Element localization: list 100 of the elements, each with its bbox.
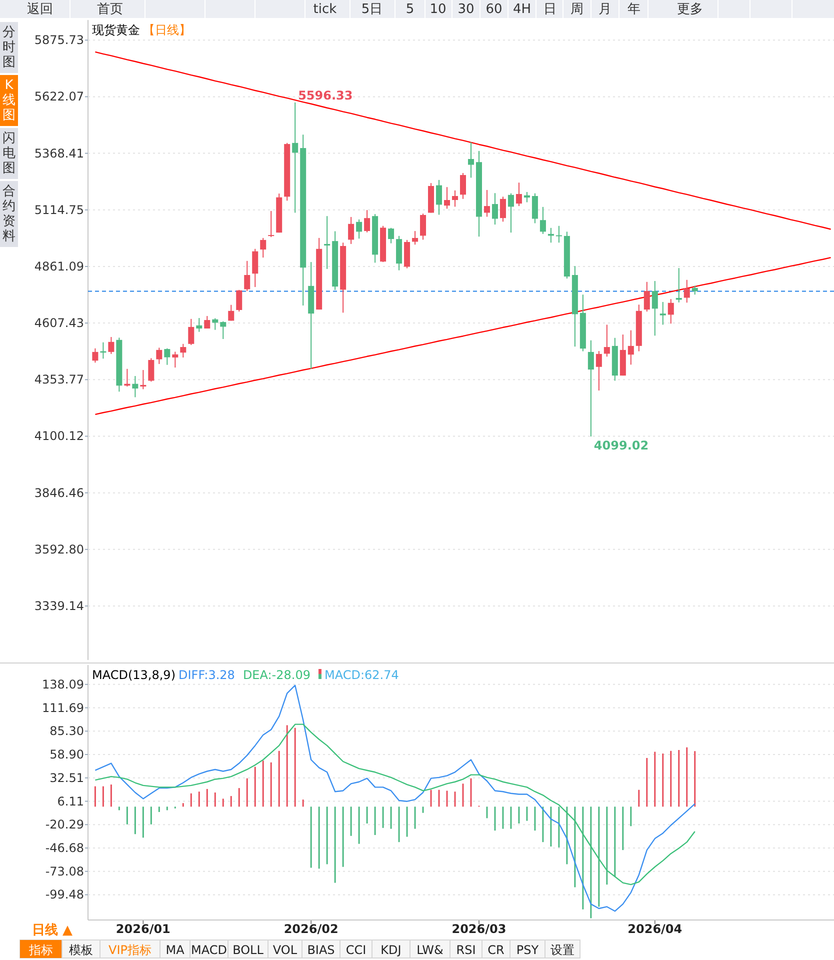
y-tick-label: 4353.77	[34, 372, 84, 387]
candlestick	[500, 196, 506, 222]
candlestick	[348, 216, 354, 244]
text: CR	[488, 943, 504, 957]
candlestick	[540, 206, 546, 234]
y-tick-label: 32.51	[50, 770, 84, 785]
y-tick-label: -99.48	[45, 888, 84, 902]
text: 5	[406, 2, 414, 17]
y-tick-label: 3592.80	[34, 542, 84, 556]
annotation: 5596.33	[298, 88, 353, 102]
candlestick	[140, 370, 146, 390]
candlestick	[364, 210, 370, 233]
text: 月	[598, 2, 612, 17]
text: 周	[570, 2, 584, 17]
candlestick	[652, 280, 658, 336]
candlestick	[92, 348, 98, 364]
text: MA	[166, 943, 186, 957]
y-tick-label: 3846.46	[34, 486, 84, 500]
text: 合约资料	[2, 184, 16, 244]
candlestick	[188, 318, 194, 346]
y-tick-label: 4100.12	[34, 429, 84, 444]
candlestick	[132, 376, 138, 398]
candlestick	[220, 320, 226, 340]
text: 分时图	[2, 25, 16, 70]
text: 日	[544, 2, 556, 17]
text: 4H	[512, 2, 532, 17]
candlestick	[172, 351, 178, 368]
text: DEA:-28.09	[242, 668, 310, 682]
x-tick-label: 2026/02	[284, 922, 338, 936]
candlestick	[596, 350, 602, 392]
x-tick-label: 2026/03	[452, 922, 506, 936]
candlestick	[180, 343, 186, 358]
y-tick-label: 111.69	[42, 700, 84, 715]
text: 日线 ▲	[32, 923, 73, 938]
candlestick	[532, 192, 538, 224]
y-tick-label: 5368.41	[34, 146, 84, 160]
candlestick	[628, 330, 634, 366]
candlestick	[108, 336, 114, 354]
candlestick	[260, 237, 266, 258]
candlestick	[148, 358, 154, 382]
chart-subtitle: 【日线】	[143, 23, 191, 37]
text: VOL	[272, 943, 298, 957]
text: RSI	[456, 943, 476, 957]
chart-title: 现货黄金	[92, 23, 140, 37]
line-series	[94, 51, 832, 230]
candlestick	[204, 316, 210, 330]
candlestick	[164, 348, 170, 366]
text: tick	[313, 2, 338, 17]
y-tick-label: 5875.73	[34, 33, 84, 48]
text: VIP指标	[108, 943, 152, 957]
y-tick-label: -20.29	[45, 818, 84, 832]
x-tick-label: 2026/04	[628, 922, 682, 936]
line-series	[94, 256, 832, 415]
text: MACD	[191, 943, 227, 957]
candlestick	[460, 172, 466, 200]
y-tick-label: -73.08	[45, 864, 84, 878]
text: 60	[486, 2, 502, 17]
candlestick	[684, 279, 690, 304]
line-series	[94, 724, 696, 886]
text: BIAS	[307, 943, 335, 957]
candlestick	[268, 210, 274, 238]
candlestick	[556, 225, 562, 244]
candlestick	[508, 192, 514, 234]
candlestick	[644, 281, 650, 312]
text: 设置	[550, 943, 574, 957]
candlestick	[324, 216, 330, 270]
y-tick-label: 3339.14	[34, 598, 84, 613]
y-tick-label: 6.11	[57, 794, 84, 808]
text: 模板	[69, 943, 93, 957]
legend-label: MACD:62.74	[324, 668, 399, 682]
candlestick	[212, 318, 218, 330]
candlestick	[660, 301, 666, 326]
y-tick-label: 4607.43	[34, 316, 84, 330]
text: 返回	[27, 2, 53, 17]
x-tick-label: 2026/01	[116, 922, 170, 936]
candlestick	[244, 260, 250, 292]
text: 指标	[28, 943, 53, 957]
y-tick-label: 5622.07	[34, 90, 84, 104]
text: KDJ	[380, 943, 402, 957]
candlestick	[196, 318, 202, 332]
text: 30	[458, 2, 474, 17]
text: 年	[628, 2, 640, 17]
candlestick	[452, 190, 458, 208]
candlestick	[588, 340, 594, 437]
candlestick	[492, 192, 498, 226]
annotation: 4099.02	[594, 438, 649, 452]
candlestick	[468, 142, 474, 178]
y-tick-label: -46.68	[45, 841, 84, 855]
candlestick	[436, 179, 442, 216]
candlestick	[356, 218, 362, 240]
line-series	[94, 684, 696, 912]
candlestick	[156, 347, 162, 364]
text: 闪电图	[2, 131, 16, 176]
candlestick	[412, 230, 418, 246]
y-tick-label: 85.30	[50, 724, 84, 738]
text: 更多	[677, 2, 703, 17]
text: DIFF:3.28	[178, 668, 235, 682]
text: CCI	[346, 943, 366, 957]
candlestick	[228, 304, 234, 322]
y-tick-label: 5114.75	[34, 202, 84, 217]
